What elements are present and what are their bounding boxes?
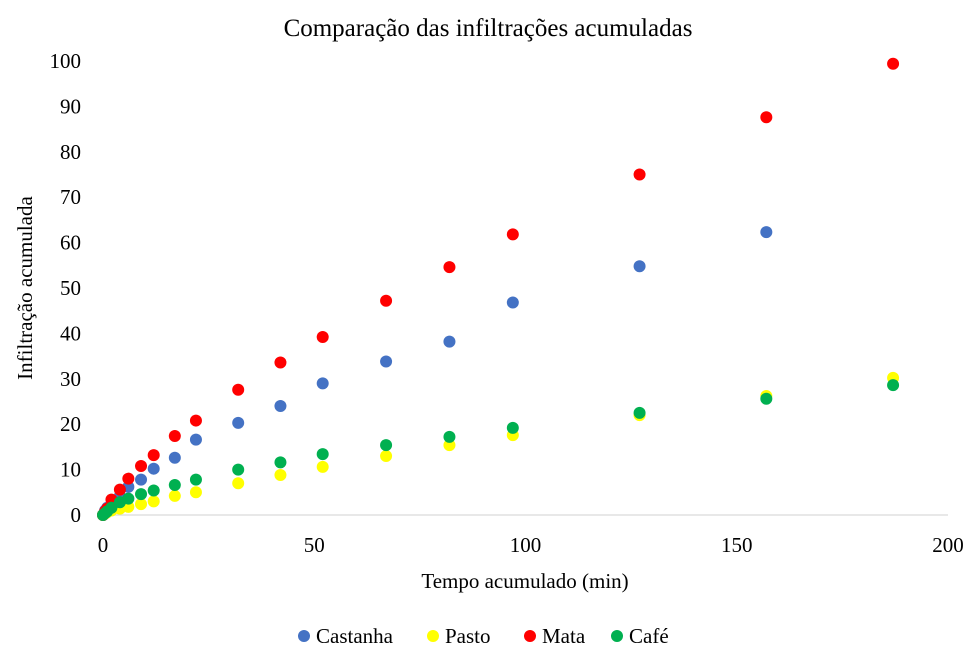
legend-label: Pasto — [445, 624, 491, 648]
legend-item: Pasto — [427, 624, 491, 648]
data-point — [316, 460, 329, 473]
data-point — [506, 421, 519, 434]
y-tick-label: 60 — [60, 231, 81, 255]
y-tick-label: 40 — [60, 321, 81, 345]
data-point — [443, 335, 456, 348]
data-point — [887, 379, 900, 392]
legend-marker — [524, 630, 536, 642]
data-point — [168, 430, 181, 443]
x-axis-label: Tempo acumulado (min) — [421, 569, 628, 593]
data-point — [147, 449, 160, 462]
data-point — [135, 488, 148, 501]
x-tick-label: 50 — [304, 533, 325, 557]
data-point — [147, 462, 160, 475]
legend-item: Café — [611, 624, 669, 648]
data-point — [189, 473, 202, 486]
data-point — [316, 448, 329, 461]
series-1 — [97, 371, 900, 521]
y-axis-label: Infiltração acumulada — [13, 196, 37, 380]
legend: Castanha Pasto Mata Café — [298, 624, 669, 648]
x-tick-label: 100 — [510, 533, 542, 557]
legend-marker — [427, 630, 439, 642]
data-point — [760, 392, 773, 405]
data-point — [135, 498, 148, 511]
series-2 — [97, 57, 900, 521]
y-tick-label: 20 — [60, 412, 81, 436]
data-point — [506, 228, 519, 241]
y-tick-label: 90 — [60, 94, 81, 118]
data-point — [274, 456, 287, 469]
y-tick-label: 80 — [60, 140, 81, 164]
x-tick-labels: 0 50 100 150 200 — [98, 533, 964, 557]
x-tick-label: 150 — [721, 533, 753, 557]
data-point — [760, 226, 773, 239]
data-point — [443, 261, 456, 274]
y-tick-label: 0 — [71, 503, 82, 527]
legend-label: Café — [629, 624, 669, 648]
data-point — [232, 463, 245, 476]
data-point — [135, 459, 148, 472]
data-point — [189, 414, 202, 427]
data-point — [633, 168, 646, 181]
data-point — [168, 479, 181, 492]
data-point — [887, 57, 900, 70]
y-tick-label: 50 — [60, 276, 81, 300]
legend-item: Mata — [524, 624, 586, 648]
data-point — [232, 477, 245, 490]
data-point — [168, 451, 181, 464]
data-point — [232, 383, 245, 396]
data-point — [232, 416, 245, 429]
data-point — [380, 439, 393, 452]
data-point — [316, 377, 329, 390]
data-point — [189, 486, 202, 499]
legend-label: Mata — [542, 624, 586, 648]
data-point — [135, 473, 148, 486]
data-point — [380, 294, 393, 307]
legend-marker — [298, 630, 310, 642]
series-3 — [97, 379, 900, 521]
data-point — [633, 406, 646, 419]
data-point — [316, 331, 329, 344]
chart-title: Comparação das infiltrações acumuladas — [284, 15, 693, 42]
data-point — [633, 260, 646, 273]
data-point — [113, 483, 126, 496]
y-tick-label: 10 — [60, 458, 81, 482]
data-point — [189, 433, 202, 446]
data-point — [443, 430, 456, 443]
y-tick-label: 100 — [50, 49, 82, 73]
legend-marker — [611, 630, 623, 642]
data-point — [380, 449, 393, 462]
data-point — [274, 400, 287, 413]
legend-label: Castanha — [316, 624, 394, 648]
data-point — [168, 489, 181, 502]
data-point — [147, 484, 160, 497]
data-point — [506, 296, 519, 309]
data-point — [147, 495, 160, 508]
y-tick-label: 70 — [60, 185, 81, 209]
y-tick-label: 30 — [60, 367, 81, 391]
data-point — [274, 469, 287, 482]
legend-item: Castanha — [298, 624, 394, 648]
x-tick-label: 200 — [932, 533, 964, 557]
y-tick-labels: 0 10 20 30 40 50 60 70 80 90 100 — [50, 49, 82, 527]
data-point — [274, 356, 287, 369]
data-point — [122, 492, 135, 505]
data-point — [122, 472, 135, 485]
data-point — [760, 111, 773, 124]
data-points — [97, 57, 900, 521]
data-point — [380, 355, 393, 368]
x-tick-label: 0 — [98, 533, 109, 557]
